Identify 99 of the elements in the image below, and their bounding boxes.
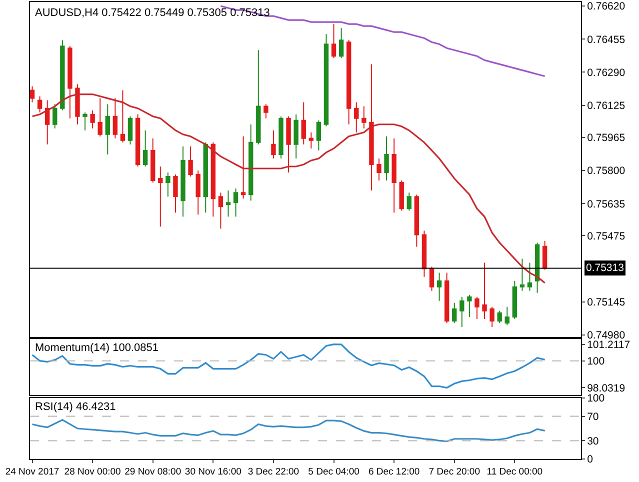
candlestick (120, 90, 126, 143)
candlestick (203, 142, 208, 214)
candlestick (196, 170, 200, 216)
candlestick (316, 120, 322, 151)
candlestick (384, 136, 389, 182)
candlestick (150, 138, 156, 184)
candlestick (248, 124, 254, 202)
candlestick (369, 64, 374, 192)
y-tick-label: 0 (587, 454, 594, 466)
candlestick (399, 180, 404, 212)
candlestick (82, 112, 88, 131)
candlestick (497, 310, 502, 324)
x-tick-label: 28 Nov 00:00 (64, 466, 121, 478)
candlestick (286, 116, 291, 174)
chart-title: RSI(14) 46.4231 (35, 401, 116, 413)
line-series (31, 419, 546, 442)
candlestick (542, 240, 548, 270)
candlestick (90, 110, 95, 129)
candlestick (436, 272, 442, 302)
chart-title: Momentum(14) 100.0851 (35, 342, 159, 354)
x-tick-label: 24 Nov 2017 (5, 466, 60, 478)
candlestick (294, 114, 298, 159)
candlestick (308, 132, 314, 149)
x-tick-label: 3 Dec 22:00 (248, 466, 300, 478)
y-tick-label: 0.75145 (587, 296, 626, 309)
y-tick-label: 0.76125 (587, 100, 626, 112)
candlestick (474, 296, 480, 320)
candlestick (158, 166, 163, 228)
candlestick (362, 106, 366, 129)
y-tick-label: 70 (587, 410, 599, 423)
candlestick (444, 272, 450, 324)
candlestick (233, 188, 238, 218)
candlestick (210, 142, 216, 218)
candlestick (180, 146, 186, 218)
x-tick-label: 5 Dec 04:00 (308, 466, 360, 478)
candlestick (135, 114, 140, 167)
candlestick (226, 190, 231, 218)
y-tick-label: 0.76290 (587, 66, 626, 79)
candlestick (512, 280, 518, 320)
x-tick-label: 11 Dec 00:00 (486, 466, 543, 478)
candlestick (128, 116, 133, 145)
candlestick (301, 102, 306, 145)
candlestick (527, 262, 532, 292)
y-tick-label: 30 (587, 435, 599, 448)
candlestick (338, 28, 344, 59)
x-tick-label: 29 Nov 08:00 (124, 466, 182, 478)
candlestick (422, 230, 427, 278)
candlestick (392, 138, 396, 214)
candlestick (75, 84, 80, 125)
ref-line-label: 0.75313 (586, 262, 624, 274)
candlestick (534, 242, 540, 294)
candlestick (256, 50, 261, 145)
candlestick (278, 116, 284, 159)
candlestick (52, 104, 58, 129)
y-tick-label: 100 (587, 392, 605, 405)
candlestick (482, 262, 487, 320)
y-tick-label: 0.76455 (587, 34, 626, 46)
candlestick (188, 146, 193, 178)
candlestick (98, 98, 102, 137)
candlestick (166, 172, 170, 198)
candlestick (218, 192, 224, 230)
candlestick (173, 174, 178, 214)
candlestick (520, 258, 525, 292)
line-series (31, 344, 546, 389)
y-tick-label: 0.75965 (587, 132, 626, 144)
candlestick (271, 130, 276, 159)
y-tick-label: 100 (587, 356, 605, 368)
candlestick (354, 102, 359, 133)
candlestick (142, 130, 148, 167)
x-tick-label: 7 Dec 20:00 (428, 466, 480, 478)
candlestick (460, 296, 464, 328)
candlestick (44, 100, 50, 145)
y-tick-label: 0.75800 (587, 165, 626, 178)
y-tick-label: 0.76620 (587, 0, 626, 13)
candlestick (264, 104, 268, 119)
candlestick (68, 46, 72, 119)
candlestick (429, 266, 434, 292)
candlestick (467, 294, 472, 318)
line-series (31, 93, 546, 284)
candlestick (414, 194, 420, 248)
candlestick (376, 158, 382, 182)
candlestick (30, 86, 35, 103)
candlestick (112, 98, 118, 139)
candlestick (324, 34, 329, 127)
candlestick (60, 40, 65, 111)
candlestick (105, 104, 110, 155)
y-tick-label: 0.75475 (587, 230, 626, 242)
x-tick-label: 6 Dec 12:00 (368, 466, 420, 478)
candlestick (406, 192, 412, 212)
candlestick (240, 136, 246, 200)
candlestick (346, 40, 352, 125)
candlestick (504, 306, 510, 326)
y-tick-label: 0.75635 (587, 198, 626, 210)
candlestick (452, 302, 457, 324)
candlestick (490, 306, 494, 328)
candlestick (37, 96, 42, 113)
y-tick-label: 98.0319 (587, 382, 626, 394)
x-tick-label: 30 Nov 16:00 (184, 466, 242, 478)
candlestick (331, 24, 336, 59)
